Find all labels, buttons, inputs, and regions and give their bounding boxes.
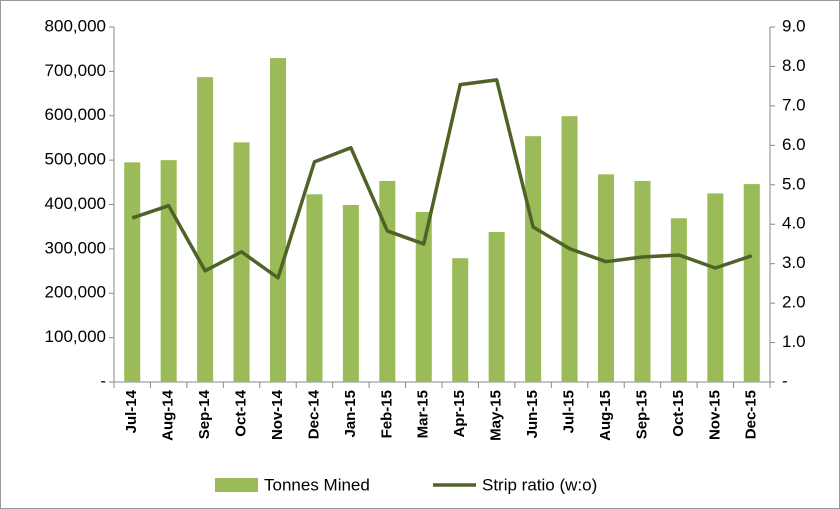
y2-tick-label: - [782,371,788,390]
legend-swatch [215,478,258,492]
x-tick-label: Dec-15 [743,390,760,439]
bar [269,58,287,382]
bar [342,204,359,382]
y-tick-label: 600,000 [45,105,106,124]
bar [525,136,542,382]
legend-label: Strip ratio (w:o) [482,475,597,494]
x-tick-label: Aug-15 [597,390,614,441]
bar [634,180,651,382]
x-tick-label: Jul-14 [123,389,140,433]
x-tick-label: Feb-15 [378,390,395,438]
y-tick-label: 300,000 [45,238,106,257]
bar [379,180,396,382]
y2-tick-label: 7.0 [782,95,806,114]
y-tick-label: 200,000 [45,283,106,302]
bar [306,194,323,382]
y2-tick-label: 2.0 [782,293,806,312]
x-tick-label: May-15 [488,390,505,441]
x-tick-label: Nov-15 [706,390,723,440]
y-tick-label: 700,000 [45,61,106,80]
bar [233,142,250,382]
bar [597,174,615,382]
x-tick-label: Jan-15 [342,390,359,438]
x-tick-label: Sep-15 [633,390,650,439]
bar [160,160,177,382]
y2-tick-label: 9.0 [782,16,806,35]
bar [415,212,432,382]
x-tick-label: Aug-14 [160,389,177,440]
legend-label: Tonnes Mined [264,475,370,494]
bar [707,193,724,382]
x-tick-label: Apr-15 [451,390,468,438]
x-tick-label: Oct-14 [233,389,250,436]
x-tick-label: Sep-14 [196,389,213,439]
y2-tick-label: 4.0 [782,214,806,233]
y2-tick-label: 1.0 [782,332,806,351]
y2-tick-label: 6.0 [782,135,806,154]
bar [452,258,469,382]
bar [670,218,687,382]
x-tick-label: Jun-15 [524,390,541,438]
y-tick-label: 400,000 [45,194,106,213]
y2-tick-label: 3.0 [782,253,806,272]
y-tick-label: 500,000 [45,150,106,169]
line [131,78,753,280]
x-tick-label: Dec-14 [305,389,322,439]
y-tick-label: 800,000 [45,16,106,35]
bar [743,184,760,382]
y2-tick-label: 5.0 [782,174,806,193]
x-tick-label: Mar-15 [415,390,432,438]
y-tick-label: - [100,371,106,390]
x-tick-label: Jul-15 [561,390,578,433]
x-tick-label: Nov-14 [269,389,286,440]
bar [197,77,214,383]
bar [124,162,141,382]
bar [488,232,505,382]
y2-tick-label: 8.0 [782,56,806,75]
y-tick-label: 100,000 [45,327,106,346]
x-tick-label: Oct-15 [670,390,687,437]
